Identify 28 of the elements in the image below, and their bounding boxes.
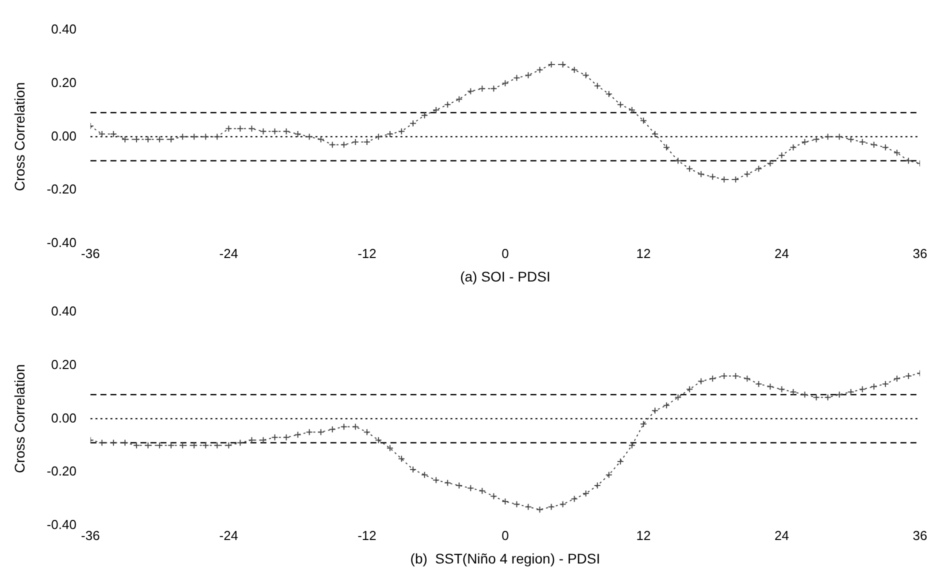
x-tick-label: 24 (774, 528, 789, 543)
x-tick-label: -12 (358, 528, 376, 543)
x-axis-title: (a) SOI - PDSI (460, 268, 550, 284)
x-tick-label: -24 (219, 246, 238, 261)
x-tick-label: 36 (912, 528, 928, 543)
x-tick-label: 36 (912, 246, 928, 261)
x-tick-label: -36 (81, 528, 100, 543)
y-tick-label: 0.40 (51, 21, 76, 36)
y-axis-title: Cross Correlation (11, 364, 28, 474)
x-tick-label: -24 (219, 528, 238, 543)
y-tick-label: 0.00 (51, 410, 76, 426)
x-tick-label: 12 (636, 528, 651, 543)
x-tick-label: 0 (502, 246, 509, 261)
x-tick-label: 24 (774, 246, 789, 261)
x-tick-label: -36 (81, 246, 100, 261)
x-tick-label: 0 (502, 528, 509, 543)
y-tick-label: -0.40 (46, 235, 76, 250)
y-tick-label: 0.00 (51, 128, 76, 144)
x-tick-label: -12 (358, 246, 376, 261)
x-axis-title: (b) SST(Niño 4 region) - PDSI (410, 550, 600, 566)
y-tick-label: -0.40 (46, 517, 76, 532)
y-tick-label: 0.20 (51, 74, 76, 90)
y-tick-label: -0.20 (46, 464, 76, 479)
y-tick-label: 0.20 (51, 356, 76, 372)
y-tick-label: 0.40 (51, 303, 76, 318)
y-axis-title: Cross Correlation (11, 82, 28, 192)
y-tick-label: -0.20 (46, 182, 76, 197)
x-tick-label: 12 (636, 246, 651, 261)
